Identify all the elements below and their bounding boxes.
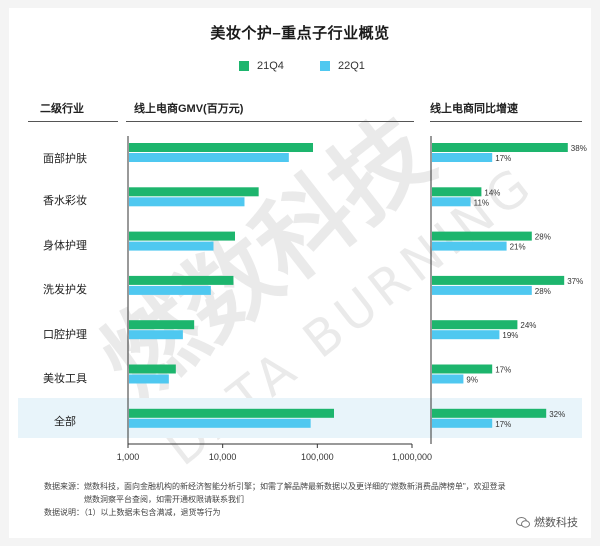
legend-swatch-21q4 bbox=[239, 61, 249, 71]
growth-data-label: 24% bbox=[520, 321, 536, 330]
gmv-bar-21q4 bbox=[129, 408, 335, 418]
chart-card bbox=[9, 8, 591, 538]
growth-bar-21q4 bbox=[432, 231, 532, 241]
legend-swatch-22q1 bbox=[320, 61, 330, 71]
growth-bar-22q1 bbox=[432, 241, 507, 251]
growth-data-label: 9% bbox=[466, 376, 478, 385]
gmv-x-tick-label: 1,000,000 bbox=[392, 452, 432, 462]
legend-item-22q1: 22Q1 bbox=[320, 60, 365, 72]
gmv-bar-22q1 bbox=[129, 418, 311, 428]
growth-data-label: 14% bbox=[484, 188, 500, 197]
growth-data-label: 38% bbox=[571, 144, 587, 153]
growth-bar-21q4 bbox=[432, 275, 565, 285]
growth-data-label: 32% bbox=[549, 410, 565, 419]
growth-bar-21q4 bbox=[432, 364, 493, 374]
header-underline-growth bbox=[430, 121, 582, 122]
growth-data-label: 37% bbox=[567, 277, 583, 286]
growth-data-label: 17% bbox=[495, 154, 511, 163]
header-underline-gmv bbox=[126, 121, 414, 122]
gmv-x-tick-label: 1,000 bbox=[117, 452, 140, 462]
brand-mark: 燃数科技 bbox=[516, 514, 578, 530]
growth-data-label: 21% bbox=[510, 243, 526, 252]
gmv-bar-21q4 bbox=[129, 275, 234, 285]
gmv-bar-22q1 bbox=[129, 197, 245, 207]
gmv-x-tick-label: 100,000 bbox=[301, 452, 334, 462]
growth-bar-22q1 bbox=[432, 418, 493, 428]
growth-data-label: 11% bbox=[474, 198, 489, 207]
legend-label-22q1: 22Q1 bbox=[338, 60, 365, 72]
gmv-bar-21q4 bbox=[129, 231, 236, 241]
gmv-bar-22q1 bbox=[129, 374, 169, 384]
growth-bar-21q4 bbox=[432, 320, 518, 330]
legend-label-21q4: 21Q4 bbox=[257, 60, 284, 72]
footnote-source-line2: 燃数洞察平台查阅，如需开通权限请联系我们 bbox=[84, 495, 244, 504]
growth-bar-22q1 bbox=[432, 330, 500, 340]
growth-bar-21q4 bbox=[432, 143, 568, 152]
chart-title: 美妆个护–重点子行业概览 bbox=[210, 25, 390, 42]
wechat-icon bbox=[516, 516, 530, 528]
growth-bar-22q1 bbox=[432, 153, 493, 162]
footnote-source-line1: 数据来源：燃数科技，面向金融机构的新经济智能分析引擎；如需了解品牌最新数据以及更… bbox=[44, 482, 506, 491]
gmv-x-tick-label: 10,000 bbox=[209, 452, 237, 462]
gmv-bar-21q4 bbox=[129, 187, 259, 197]
growth-bar-22q1 bbox=[432, 285, 532, 295]
row-label-total: 全部 bbox=[54, 416, 76, 428]
gmv-bar-22q1 bbox=[129, 153, 289, 162]
growth-data-label: 28% bbox=[535, 233, 551, 242]
legend-item-21q4: 21Q4 bbox=[239, 60, 284, 72]
gmv-bar-22q1 bbox=[129, 241, 214, 251]
row-label-fragrance-makeup: 香水彩妆 bbox=[43, 195, 87, 207]
row-label-facial-care: 面部护肤 bbox=[43, 153, 87, 165]
column-header-growth: 线上电商同比增速 bbox=[430, 103, 518, 115]
growth-data-label: 19% bbox=[502, 331, 518, 340]
row-label-oral-care: 口腔护理 bbox=[43, 329, 87, 341]
footnote-data-note: 数据说明：（1）以上数据未包含满减，退货等行为 bbox=[44, 508, 221, 517]
gmv-bar-21q4 bbox=[129, 364, 176, 374]
growth-bar-21q4 bbox=[432, 187, 482, 197]
growth-data-label: 17% bbox=[495, 420, 511, 429]
growth-bar-22q1 bbox=[432, 197, 471, 207]
legend: 21Q4 22Q1 bbox=[0, 60, 600, 80]
growth-data-label: 17% bbox=[495, 366, 511, 375]
gmv-bar-22q1 bbox=[129, 285, 211, 295]
header-underline-category bbox=[28, 121, 118, 122]
row-label-beauty-tools: 美妆工具 bbox=[43, 373, 87, 385]
column-header-category: 二级行业 bbox=[40, 103, 84, 115]
column-header-gmv: 线上电商GMV(百万元) bbox=[134, 103, 244, 115]
growth-bar-22q1 bbox=[432, 374, 464, 384]
gmv-bar-22q1 bbox=[129, 330, 183, 340]
growth-bar-21q4 bbox=[432, 408, 547, 418]
row-label-body-care: 身体护理 bbox=[43, 240, 87, 252]
brand-name: 燃数科技 bbox=[534, 517, 578, 529]
growth-data-label: 28% bbox=[535, 287, 551, 296]
gmv-bar-21q4 bbox=[129, 143, 314, 152]
total-row-highlight bbox=[18, 398, 582, 438]
gmv-bar-21q4 bbox=[129, 320, 195, 330]
row-label-hair-care: 洗发护发 bbox=[43, 284, 87, 296]
